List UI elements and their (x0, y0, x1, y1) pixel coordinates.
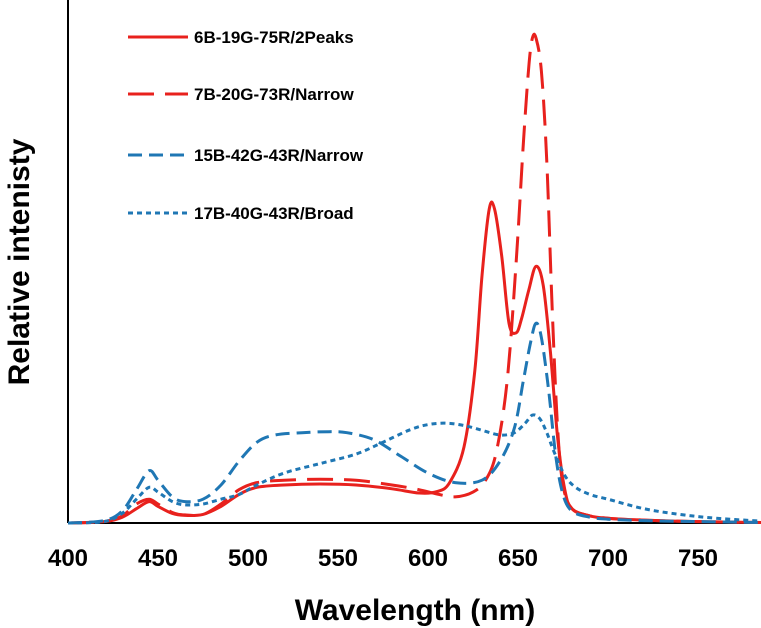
x-tick-label: 700 (588, 545, 628, 572)
legend-label-4: 17B-40G-43R/Broad (194, 204, 354, 223)
x-tick-labels: 400 450 500 550 600 650 700 750 (48, 545, 718, 572)
series-line-3 (67, 321, 761, 525)
x-tick-label: 600 (408, 545, 448, 572)
x-tick-label: 500 (228, 545, 268, 572)
series-line-2 (67, 32, 761, 525)
legend-label-1: 6B-19G-75R/2Peaks (194, 28, 354, 47)
legend-label-3: 15B-42G-43R/Narrow (194, 146, 364, 165)
legend-label-2: 7B-20G-73R/Narrow (194, 85, 354, 104)
legend: 6B-19G-75R/2Peaks 7B-20G-73R/Narrow 15B-42… (128, 28, 364, 223)
series-line-1 (67, 200, 761, 525)
x-tick-label: 450 (138, 545, 178, 572)
x-axis-title: Wavelength (nm) (295, 594, 536, 627)
x-tick-label: 650 (498, 545, 538, 572)
plot-area (67, 0, 761, 525)
x-tick-label: 400 (48, 545, 88, 572)
x-tick-label: 750 (678, 545, 718, 572)
y-axis-title: Relative intenisty (3, 138, 36, 385)
series-line-4 (67, 413, 761, 525)
series-lines (67, 32, 761, 525)
x-tick-label: 550 (318, 545, 358, 572)
